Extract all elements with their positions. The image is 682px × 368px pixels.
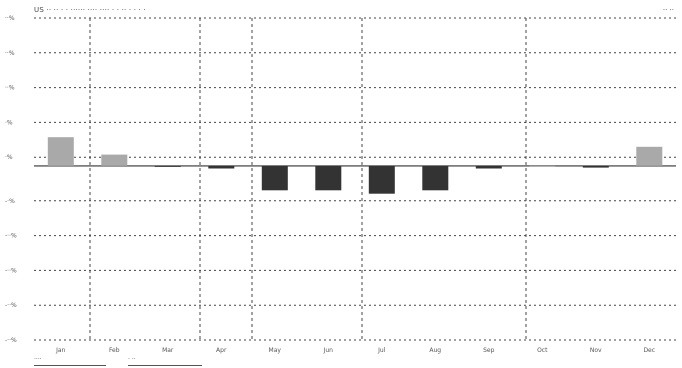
bar-feb — [101, 154, 128, 166]
x-tick-label: Jul — [377, 347, 386, 354]
y-tick-label: -··% — [5, 267, 17, 274]
x-tick-label: Dec — [643, 347, 655, 354]
x-tick-label: Feb — [109, 347, 120, 354]
legend-entry-1: ···· — [34, 356, 42, 363]
bar-dec — [636, 146, 663, 166]
legend-line-2 — [128, 365, 202, 366]
y-tick-label: -·% — [5, 198, 15, 205]
y-tick-label: ··% — [5, 50, 15, 57]
x-tick-label: May — [269, 347, 282, 354]
bar-apr — [208, 165, 235, 169]
bar-jan — [47, 137, 74, 166]
y-tick-label: ·% — [5, 154, 13, 161]
legend-line-1 — [34, 365, 106, 366]
x-tick-label: Jun — [323, 347, 334, 354]
y-tick-label: ··% — [5, 85, 15, 92]
y-tick-label: -··% — [5, 233, 17, 240]
y-tick-label: ·% — [5, 119, 13, 126]
unit-label: ·· ·· — [662, 6, 674, 14]
x-tick-label: Jan — [55, 347, 65, 354]
x-tick-label: Nov — [590, 347, 602, 354]
bar-aug — [422, 165, 449, 191]
legend: ···· · ·· — [34, 356, 334, 368]
bar-may — [261, 165, 288, 191]
x-tick-label: Apr — [216, 347, 227, 354]
legend-entry-2: · ·· — [128, 356, 136, 363]
y-tick-label: -··% — [5, 302, 17, 309]
y-tick-label: -··% — [5, 337, 17, 344]
x-tick-label: Sep — [483, 347, 495, 354]
x-tick-label: Mar — [162, 347, 174, 354]
chart-title: US ·· ·· · · ······ ···· ···· · · ·· · ·… — [34, 6, 146, 14]
bar-mar — [154, 165, 181, 167]
bar-oct — [529, 165, 556, 167]
bar-nov — [582, 165, 609, 168]
y-tick-label: ··% — [5, 15, 15, 22]
bar-jun — [315, 165, 342, 191]
x-tick-label: Oct — [537, 347, 548, 354]
bar-sep — [475, 165, 502, 169]
bar-jul — [368, 165, 395, 194]
x-tick-label: Aug — [429, 347, 441, 354]
